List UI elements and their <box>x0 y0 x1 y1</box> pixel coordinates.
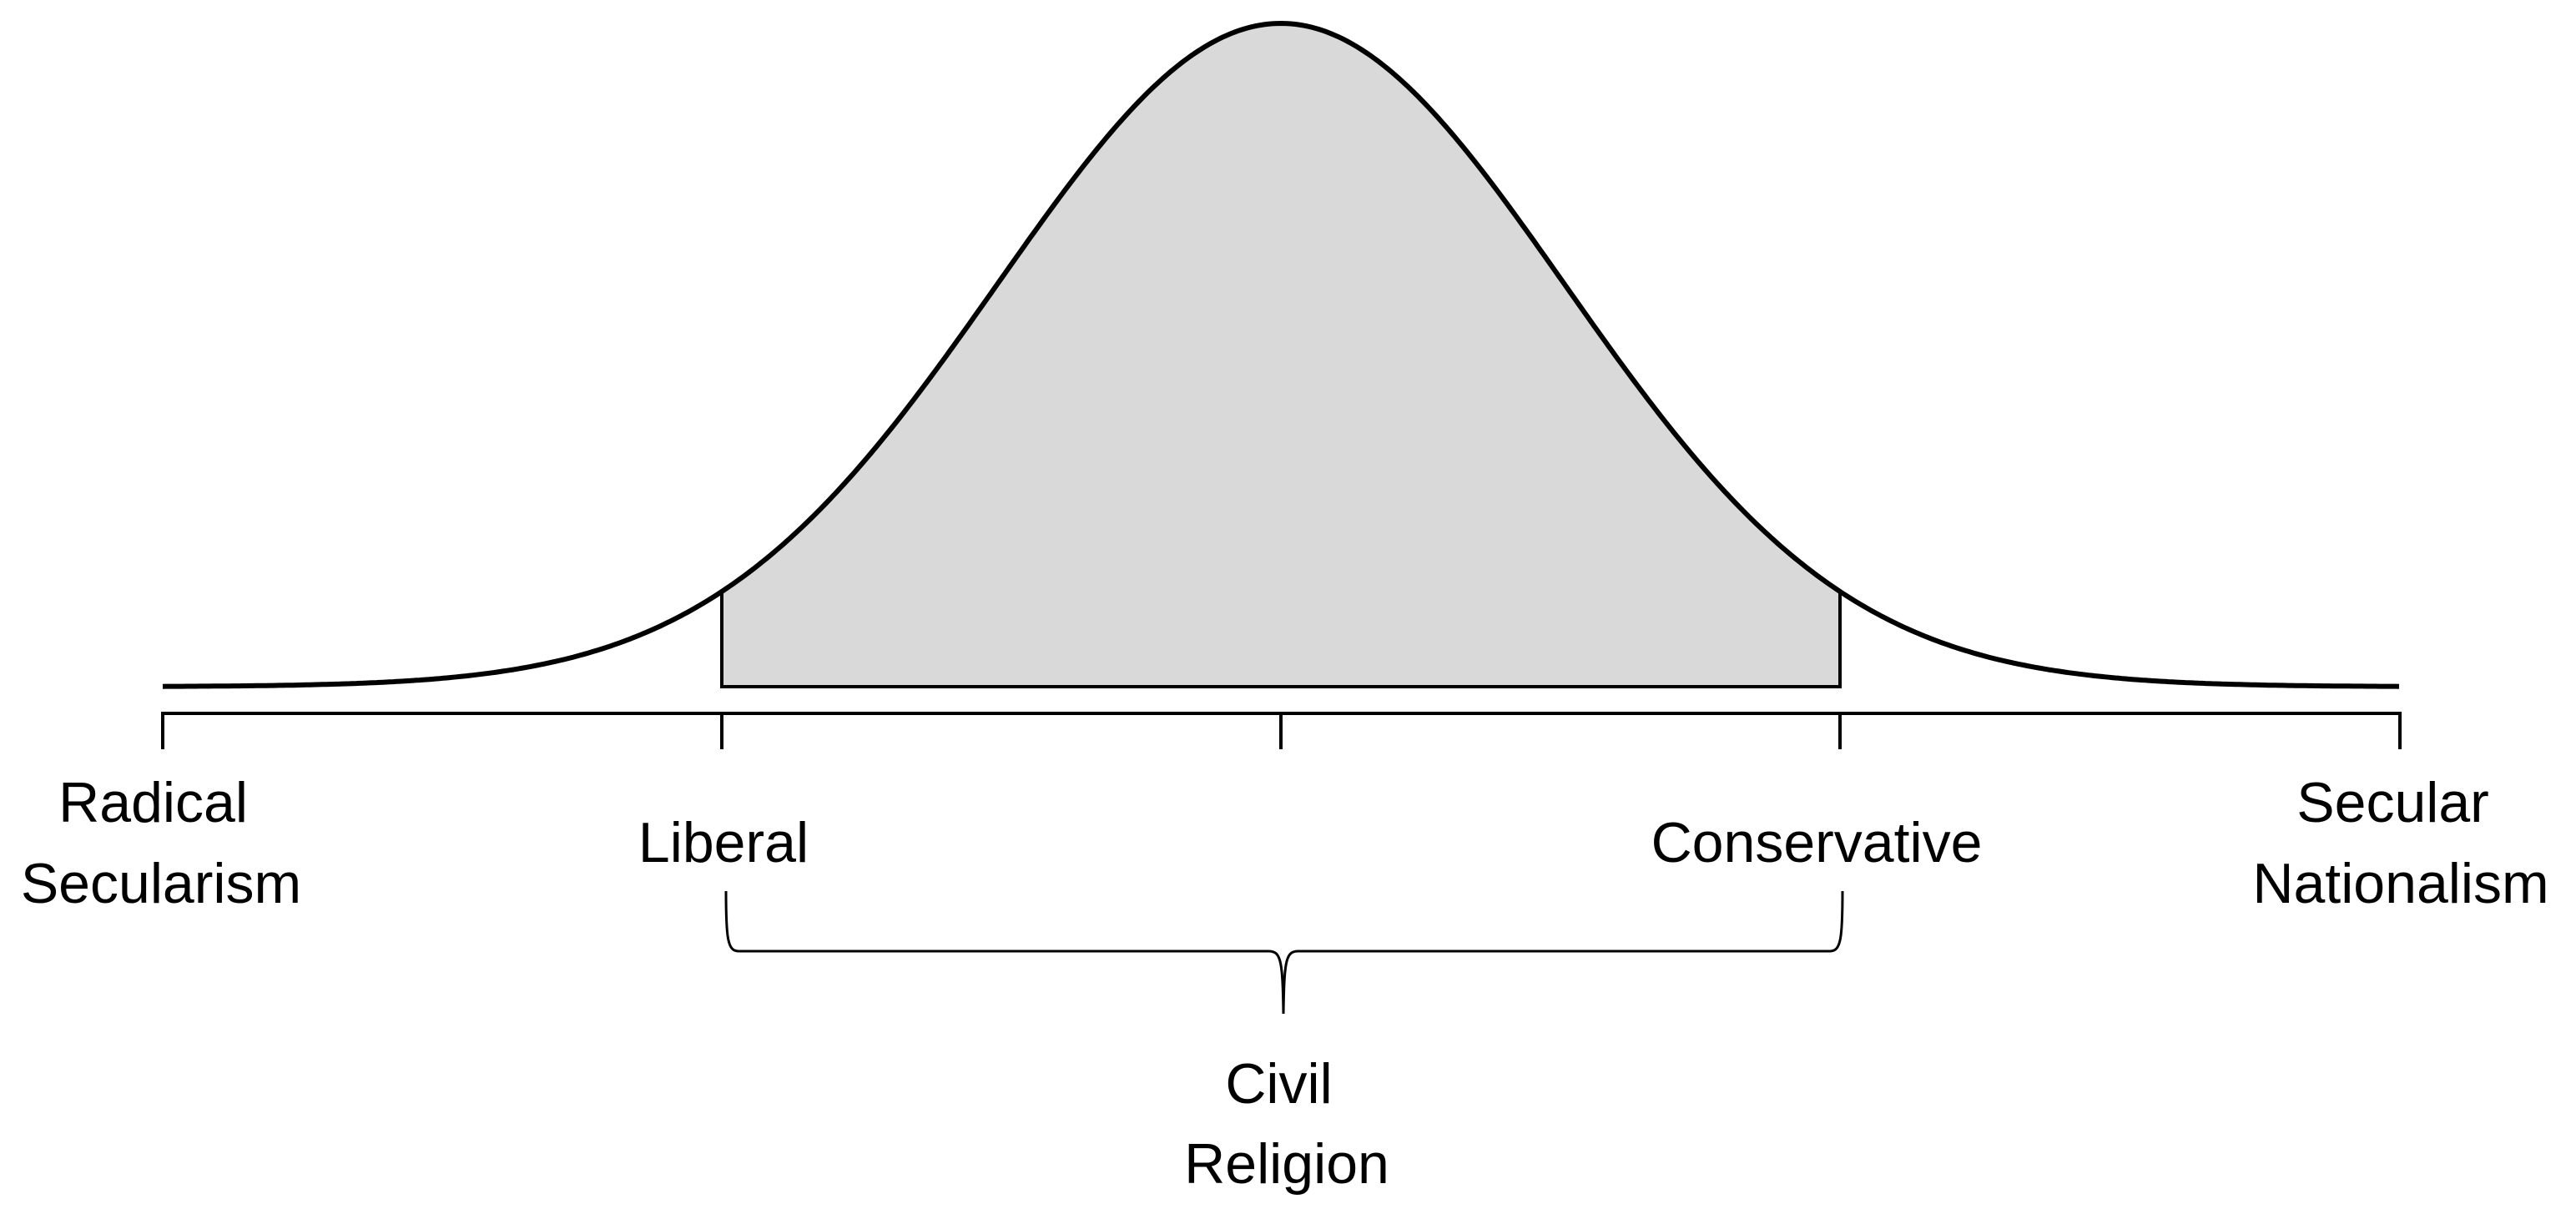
civil-religion-label: Civil Religion <box>1184 1052 1389 1196</box>
left-end-label-line1: Radical <box>58 771 248 834</box>
spectrum-axis <box>161 712 2402 749</box>
civil-religion-label-line1: Civil <box>1225 1052 1332 1116</box>
conservative-label: Conservative <box>1651 811 1983 874</box>
shaded-central-region <box>720 22 1842 688</box>
left-end-label-line2: Secularism <box>21 852 301 915</box>
bell-curve <box>162 21 2400 689</box>
civil-religion-label-line2: Religion <box>1184 1132 1389 1196</box>
left-end-label: Radical Secularism <box>21 771 301 915</box>
liberal-label: Liberal <box>638 811 809 874</box>
right-end-label-line2: Nationalism <box>2252 852 2548 915</box>
right-end-label: Secular Nationalism <box>2252 771 2548 915</box>
civil-religion-brace <box>724 890 1844 1015</box>
right-end-label-line1: Secular <box>2296 771 2489 834</box>
